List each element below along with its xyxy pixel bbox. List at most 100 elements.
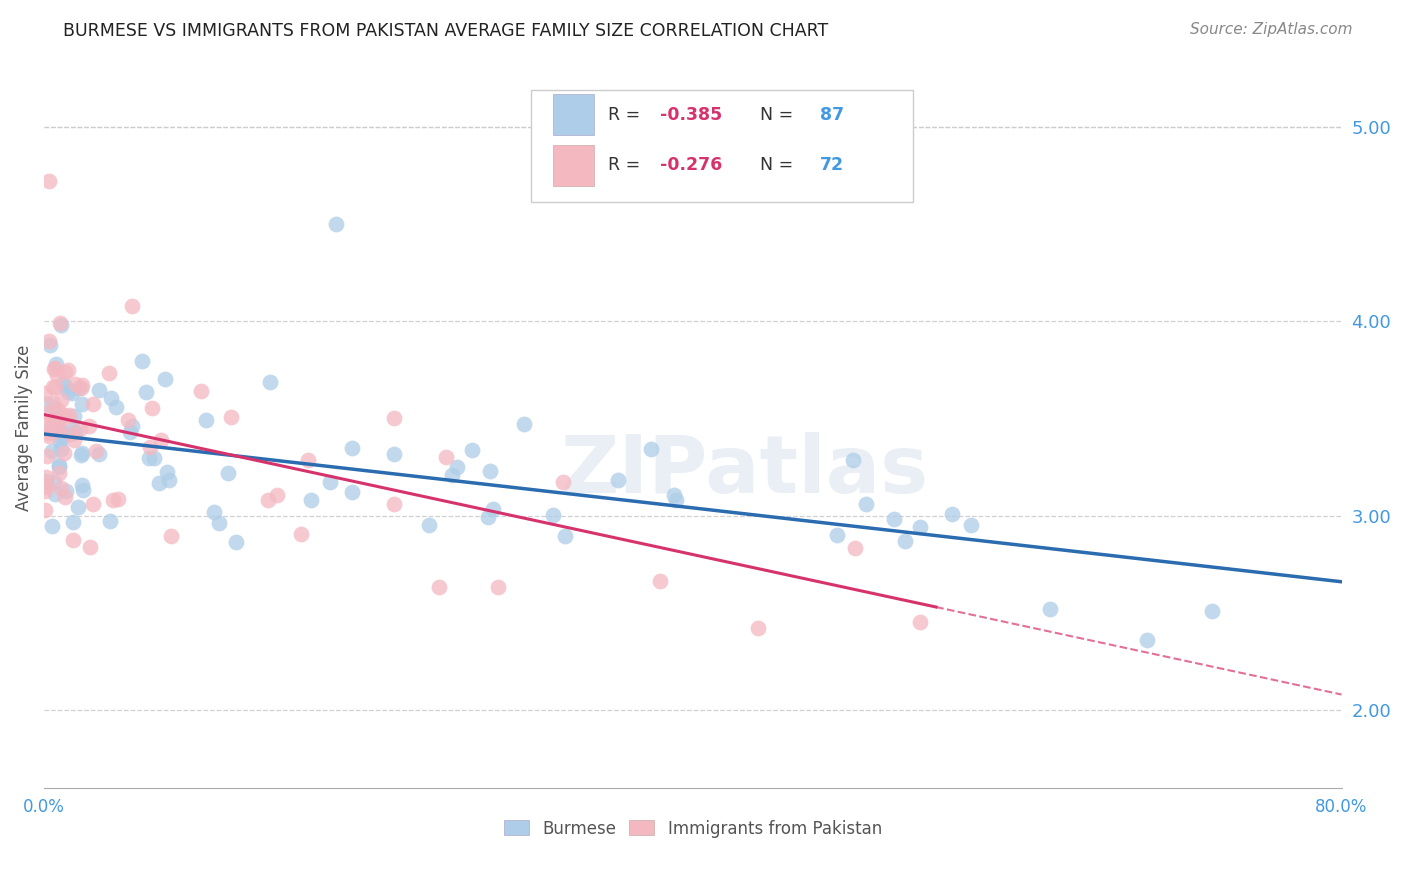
Point: [52, 446, 75, 460]
Point: [77, 419, 100, 434]
Point: [34, 480, 56, 494]
Point: [35, 450, 58, 464]
Point: [34, 416, 56, 430]
Point: [118, 425, 141, 439]
Point: [44, 361, 66, 376]
Point: [461, 443, 484, 458]
Point: [42, 379, 65, 393]
Point: [35, 477, 58, 491]
Point: [37, 426, 59, 441]
Point: [44, 401, 66, 415]
Point: [35, 470, 58, 484]
Point: [66, 500, 89, 514]
Point: [62, 409, 84, 423]
Point: [46, 368, 69, 382]
Point: [70, 449, 93, 463]
Point: [44, 380, 66, 394]
Point: [155, 465, 177, 479]
Point: [38, 174, 60, 188]
Text: Source: ZipAtlas.com: Source: ZipAtlas.com: [1189, 22, 1353, 37]
Point: [63, 425, 86, 440]
Point: [48, 458, 70, 472]
Point: [103, 492, 125, 507]
Point: [662, 488, 685, 502]
Point: [48, 316, 70, 330]
Point: [299, 492, 322, 507]
Point: [665, 492, 688, 507]
Point: [58, 409, 80, 423]
Point: [446, 460, 468, 475]
Point: [70, 377, 93, 392]
Point: [941, 507, 963, 521]
Point: [148, 475, 170, 490]
Point: [45, 357, 67, 371]
Text: 87: 87: [820, 106, 844, 124]
Point: [318, 475, 340, 489]
Point: [49, 442, 72, 457]
Point: [479, 464, 502, 478]
Point: [41, 518, 63, 533]
Point: [121, 299, 143, 313]
Point: [219, 409, 242, 424]
FancyBboxPatch shape: [530, 90, 914, 202]
Point: [382, 497, 405, 511]
Point: [49, 318, 72, 332]
Point: [55, 411, 77, 425]
Point: [107, 492, 129, 507]
Point: [70, 477, 93, 491]
Point: [157, 473, 180, 487]
Point: [56, 363, 79, 377]
Point: [70, 397, 93, 411]
Point: [541, 508, 564, 523]
Point: [42, 475, 65, 489]
Point: [139, 440, 162, 454]
Point: [844, 541, 866, 555]
Point: [441, 467, 464, 482]
Point: [1201, 604, 1223, 618]
Point: [105, 401, 128, 415]
Text: -0.276: -0.276: [661, 156, 723, 174]
Point: [325, 217, 347, 231]
Point: [477, 510, 499, 524]
Point: [49, 481, 72, 495]
Point: [290, 527, 312, 541]
Point: [34, 386, 56, 401]
Point: [121, 418, 143, 433]
Point: [259, 376, 281, 390]
Text: R =: R =: [609, 156, 647, 174]
Point: [48, 460, 70, 475]
Point: [142, 451, 165, 466]
Point: [44, 486, 66, 500]
Point: [427, 580, 450, 594]
Point: [138, 450, 160, 465]
Point: [53, 427, 76, 442]
Point: [45, 420, 67, 434]
Point: [855, 497, 877, 511]
Point: [554, 529, 576, 543]
Point: [42, 396, 65, 410]
Point: [60, 386, 83, 401]
Point: [827, 527, 849, 541]
Point: [297, 452, 319, 467]
Point: [37, 406, 59, 420]
Point: [63, 433, 86, 447]
Text: N =: N =: [748, 106, 799, 124]
Legend: Burmese, Immigrants from Pakistan: Burmese, Immigrants from Pakistan: [498, 813, 889, 844]
Point: [41, 444, 63, 458]
Point: [190, 384, 212, 399]
Point: [38, 428, 60, 442]
Point: [89, 383, 111, 397]
Point: [35, 397, 58, 411]
Point: [195, 413, 218, 427]
Point: [959, 518, 981, 533]
Point: [551, 475, 574, 489]
Point: [100, 514, 122, 528]
Point: [87, 448, 110, 462]
Point: [1136, 632, 1159, 647]
Text: BURMESE VS IMMIGRANTS FROM PAKISTAN AVERAGE FAMILY SIZE CORRELATION CHART: BURMESE VS IMMIGRANTS FROM PAKISTAN AVER…: [63, 22, 828, 40]
Point: [38, 334, 60, 348]
Point: [34, 503, 56, 517]
Point: [55, 483, 77, 498]
Point: [62, 515, 84, 529]
Point: [883, 511, 905, 525]
